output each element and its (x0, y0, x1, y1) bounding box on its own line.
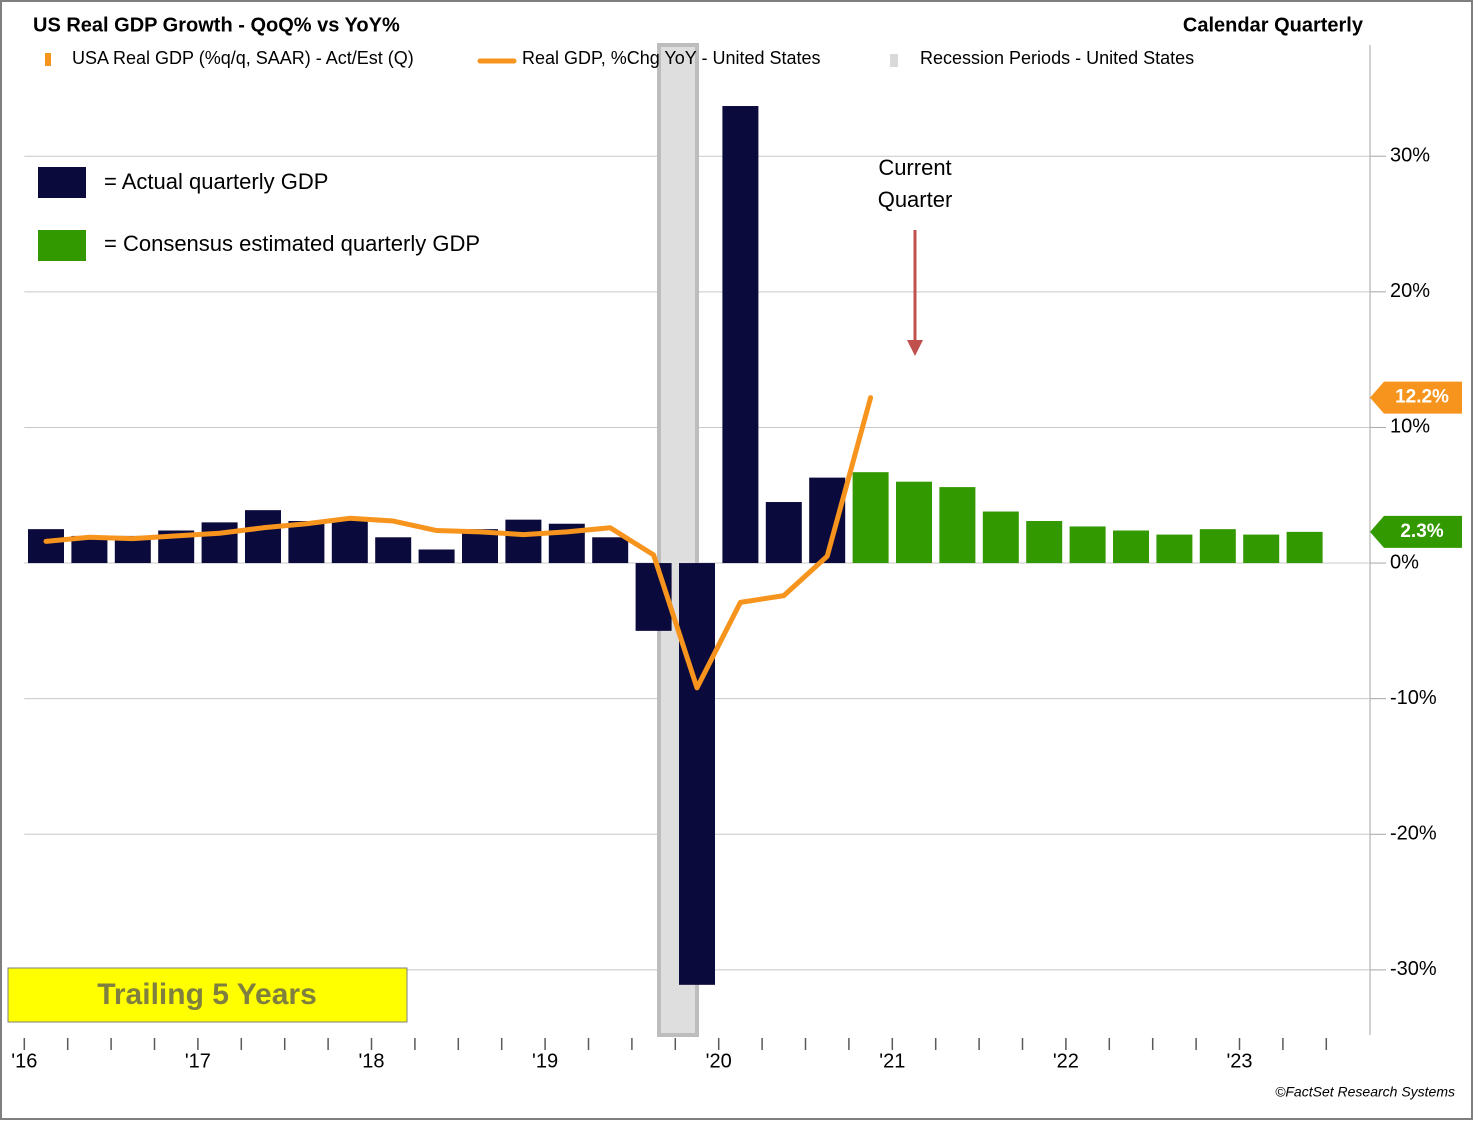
x-tick-label: '22 (1053, 1050, 1079, 1072)
bar (375, 537, 412, 564)
bar (201, 522, 238, 564)
key-label: = Actual quarterly GDP (104, 169, 328, 194)
bar (592, 537, 629, 564)
frequency-label: Calendar Quarterly (1183, 14, 1364, 36)
y-tick-label: 0% (1390, 551, 1419, 573)
bar (722, 106, 759, 564)
end-flag (1370, 381, 1462, 414)
annotation: Quarter (878, 187, 953, 212)
end-flag (1370, 515, 1462, 548)
x-tick-label: '16 (11, 1050, 37, 1072)
bar (939, 487, 976, 564)
x-tick-label: '17 (185, 1050, 211, 1072)
annotation: Current (878, 155, 951, 180)
bar (1156, 534, 1193, 564)
bar (1243, 534, 1280, 564)
source: ©FactSet Research Systems (1275, 1084, 1455, 1100)
bar (679, 563, 715, 985)
bar (1286, 531, 1323, 564)
y-tick-label: 20% (1390, 280, 1430, 302)
bar (245, 510, 281, 564)
legend-label: Recession Periods - United States (920, 48, 1194, 68)
bar (288, 521, 325, 564)
key-label: = Consensus estimated quarterly GDP (104, 231, 480, 256)
bar (982, 511, 1019, 564)
bar (896, 481, 932, 564)
bar (331, 519, 368, 564)
y-tick-label: 30% (1390, 144, 1430, 166)
period-label: Trailing 5 Years (97, 978, 317, 1011)
marks (28, 106, 1323, 985)
bar (1069, 526, 1106, 564)
x-tick-label: '23 (1226, 1050, 1252, 1072)
bar (28, 529, 64, 564)
legend-label: USA Real GDP (%q/q, SAAR) - Act/Est (Q) (72, 48, 414, 68)
key-swatch (38, 167, 86, 198)
bar (418, 549, 455, 564)
bar (1199, 529, 1236, 564)
bar (505, 519, 542, 564)
legend-marker (45, 53, 51, 66)
legend-label: Real GDP, %Chg YoY - United States (522, 48, 821, 68)
period-box (7, 967, 408, 1023)
arrow-head (907, 340, 923, 356)
y-tick-label: 10% (1390, 416, 1430, 438)
y-tick-label: -10% (1390, 687, 1437, 709)
end-flag-label: 2.3% (1400, 521, 1443, 542)
line (43, 395, 874, 691)
y-tick-label: -20% (1390, 823, 1437, 845)
bar (1026, 521, 1063, 564)
bar (765, 502, 802, 564)
legend-marker (890, 54, 898, 67)
x-tick-label: '18 (358, 1050, 384, 1072)
bar (1113, 530, 1149, 564)
end-flag-label: 12.2% (1395, 387, 1449, 408)
x-tick-label: '21 (879, 1050, 905, 1072)
x-tick-label: '20 (706, 1050, 732, 1072)
key-swatch (38, 230, 86, 261)
chart-title: US Real GDP Growth - QoQ% vs YoY% (33, 14, 400, 36)
y-tick-label: -30% (1390, 958, 1437, 980)
bar (852, 472, 889, 564)
x-tick-label: '19 (532, 1050, 558, 1072)
